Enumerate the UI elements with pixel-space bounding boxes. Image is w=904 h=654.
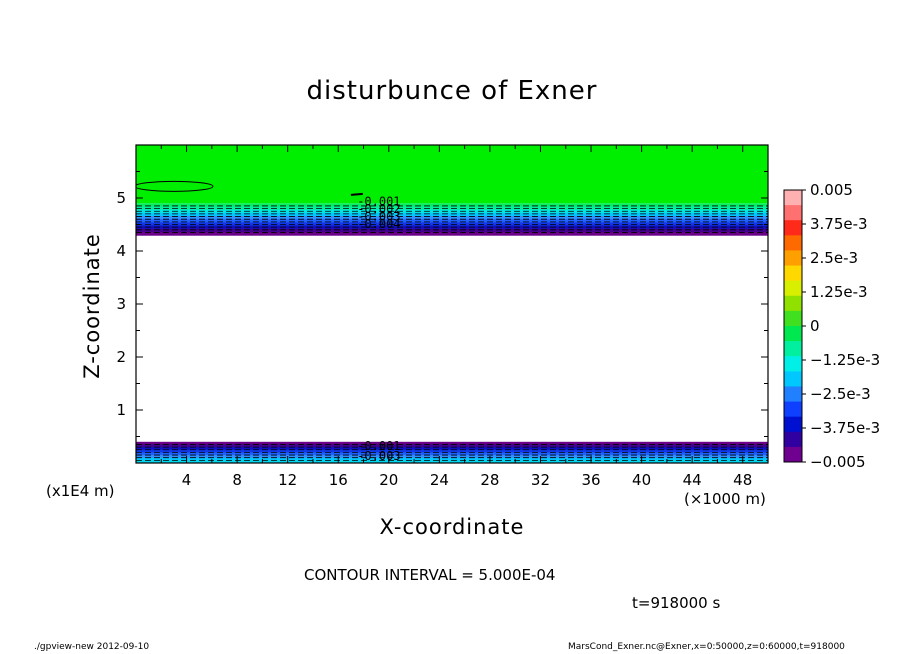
colorbar-label: 0 [810,317,820,335]
colorbar-swatch [784,401,802,418]
y-tick-label: 3 [116,295,126,313]
y-tick-label: 2 [116,348,126,366]
x-tick-label: 8 [232,471,242,489]
contour-label-upper: -0.002 [357,202,400,216]
lower-band-stripe [136,457,768,461]
x-tick-label: 40 [632,471,651,489]
upper-band-stripe [136,219,768,223]
colorbar-swatch [784,431,802,448]
colorbar-label: 0.005 [810,181,853,199]
colorbar: 0.005 3.75e-3 2.5e-3 1.25e-3 0 −1.25e-3 −2.5e-… [783,181,880,471]
x-axis-label: X-coordinate [379,515,525,539]
colorbar-swatch [784,220,802,236]
x-tick-label: 32 [531,471,550,489]
closed-contour [136,180,214,192]
upper-band-stripe [136,203,768,208]
x-tick-label: 12 [278,471,297,489]
x-tick-label: 36 [581,471,600,489]
upper-field-fill [136,145,768,204]
plot-area [136,145,768,463]
colorbar-swatch [784,310,802,327]
colorbar-label: −2.5e-3 [810,385,871,403]
time-label: t=918000 s [632,594,721,612]
colorbar-swatch [784,341,802,357]
upper-band-stripe [136,212,768,217]
contour-label-upper: -0.001 [357,194,400,208]
colorbar-swatch [784,416,802,433]
contour-interval-label: CONTOUR INTERVAL = 5.000E-04 [304,566,556,584]
upper-band-stripe [136,216,768,220]
x-tick-label: 20 [379,471,398,489]
contour-label-upper: -0.004 [357,217,400,231]
y-tick-label: 1 [116,401,126,419]
lower-band-stripe [136,460,768,463]
colorbar-label: 2.5e-3 [810,249,858,267]
x-tick-label: 44 [683,471,702,489]
contour-labels: -0.001-0.002-0.003-0.004-0.001-0.003 [357,194,400,462]
lower-band-stripe [136,452,768,456]
lower-band-stripe [136,444,768,448]
x-tick-label: 28 [480,471,499,489]
contour-label-upper: -0.003 [357,209,400,223]
colorbar-swatch [784,446,802,463]
x-tick-label: 48 [733,471,752,489]
colorbar-label: 1.25e-3 [810,283,868,301]
upper-band-stripe [136,231,768,236]
colorbar-swatch [784,356,802,372]
colorbar-swatch [784,326,802,342]
contour-label-lower: -0.003 [357,449,400,463]
colorbar-swatch [784,205,802,221]
colorbar-swatch [784,190,802,206]
colorbar-label: −3.75e-3 [810,419,880,437]
contour-label-lower: -0.001 [357,439,400,453]
colorbar-swatch [784,295,802,312]
y-tick-label: 5 [116,189,126,207]
lower-band-stripe [136,449,768,453]
y-axis-label: Z-coordinate [80,233,104,379]
colorbar-swatch [784,235,802,251]
colorbar-swatch [784,280,802,297]
colorbar-swatch [784,386,802,403]
colorbar-label: 3.75e-3 [810,215,868,233]
lower-band-stripe [136,455,768,459]
colorbar-label: −0.005 [810,453,866,471]
colorbar-swatch [784,265,802,282]
lower-band-stripe [136,447,768,451]
footer-left-text: ./gpview-new 2012-09-10 [34,642,150,652]
lower-band-stripe [136,441,768,446]
colorbar-swatch [784,250,802,267]
x-axis-unit: (×1000 m) [684,490,766,508]
colorbar-label: −1.25e-3 [810,351,880,369]
upper-band-stripe [136,228,768,233]
colorbar-swatch [784,371,802,387]
x-tick-label: 24 [430,471,449,489]
y-axis-unit: (x1E4 m) [46,482,115,500]
footer-right-text: MarsCond_Exner.nc@Exner,x=0:50000,z=0:60… [568,642,845,652]
x-tick-label: 4 [182,471,192,489]
contour-fragment [350,192,363,196]
y-tick-label: 4 [116,242,126,260]
x-tick-label: 16 [329,471,348,489]
chart-title: disturbunce of Exner [306,76,598,106]
